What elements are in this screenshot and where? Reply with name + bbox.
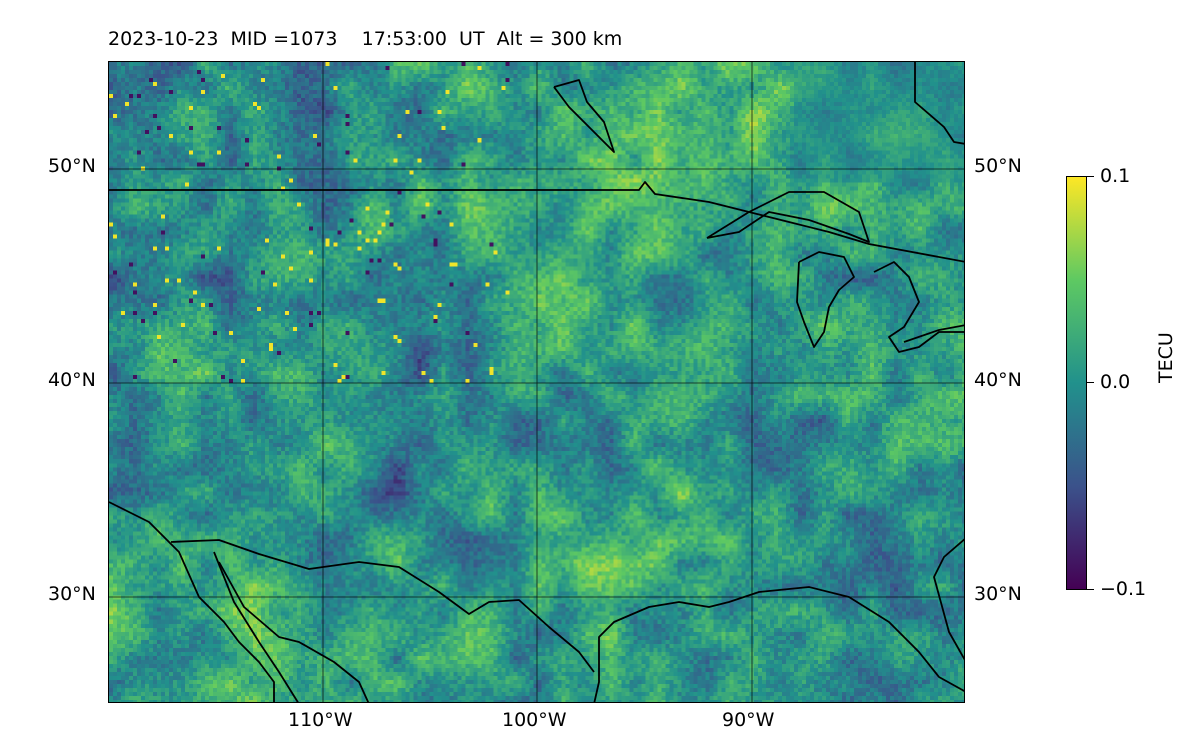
james-bay-shore [553, 79, 615, 153]
lat-label-left-50: 50°N [48, 155, 96, 177]
colorbar-title: TECU [1155, 332, 1177, 383]
lat-label-right-50: 50°N [974, 155, 1022, 177]
lat-label-right-30: 30°N [974, 583, 1022, 605]
gulf-of-california [213, 551, 299, 702]
great-lake-michigan [796, 251, 855, 348]
colorbar-tick-mid [1087, 382, 1094, 384]
us-canada-border [109, 181, 964, 263]
florida-east [933, 538, 964, 661]
hudson-bay-shore [914, 62, 964, 145]
map-title: 2023-10-23 MID =1073 17:53:00 UT Alt = 3… [108, 28, 622, 50]
colorbar-label-zero: 0.0 [1100, 371, 1131, 393]
title-alt: Alt = 300 km [496, 28, 623, 50]
lat-label-right-40: 40°N [974, 369, 1022, 391]
mexico-west-coast [218, 561, 370, 702]
gulf-coast [593, 586, 964, 702]
lon-label-100w: 100°W [502, 709, 567, 731]
title-mid: MID =1073 [230, 28, 338, 50]
title-date: 2023-10-23 [108, 28, 219, 50]
mexico-border [170, 539, 595, 673]
colorbar-label-min: −0.1 [1100, 578, 1147, 600]
map-panel[interactable] [108, 61, 965, 703]
title-time: 17:53:00 UT [361, 28, 485, 50]
great-lake-superior [706, 191, 870, 243]
lat-label-left-30: 30°N [48, 583, 96, 605]
great-lake-huron [873, 261, 964, 353]
colorbar [1066, 176, 1087, 590]
lat-label-left-40: 40°N [48, 369, 96, 391]
colorbar-tick-top [1087, 176, 1094, 178]
lon-label-90w: 90°W [722, 709, 775, 731]
map-overlay [109, 62, 964, 702]
great-lake-erie [903, 324, 964, 343]
baja-west [109, 501, 275, 702]
graticule [109, 62, 964, 702]
colorbar-tick-bottom [1087, 589, 1094, 591]
colorbar-label-max: 0.1 [1100, 165, 1131, 187]
coastlines [109, 62, 964, 702]
lon-label-110w: 110°W [288, 709, 353, 731]
